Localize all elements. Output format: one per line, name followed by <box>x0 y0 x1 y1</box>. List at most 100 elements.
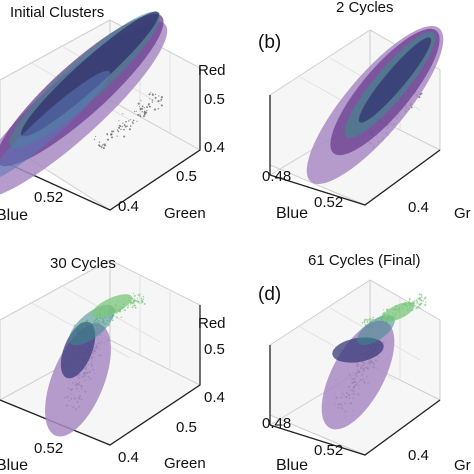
data-point <box>93 138 96 141</box>
panel-b-x-label: Blue <box>276 205 308 222</box>
data-point <box>99 145 101 147</box>
data-point <box>361 322 364 324</box>
data-point <box>149 105 151 108</box>
data-point <box>133 292 135 295</box>
data-point <box>136 297 139 299</box>
panel-a-y-tick-1: 0.5 <box>176 168 197 185</box>
data-point <box>137 301 140 304</box>
data-point <box>146 106 149 108</box>
data-point <box>149 98 151 100</box>
data-point <box>111 136 113 139</box>
panel-b-label: (b) <box>258 32 281 53</box>
data-point <box>420 294 422 296</box>
data-point <box>151 93 154 95</box>
data-point <box>419 299 423 302</box>
panel-c-z-label: Red <box>198 315 226 332</box>
data-point <box>154 96 157 99</box>
panel-a: Initial Clusters Red 0.5 0.4 0.5 0.4 Gre… <box>0 4 226 224</box>
data-point <box>128 120 130 122</box>
panel-c-y-label: Green <box>164 455 206 472</box>
data-point <box>136 120 138 122</box>
data-point <box>103 143 105 145</box>
panel-a-x-label: Blue <box>0 207 28 224</box>
data-point <box>132 301 134 304</box>
panel-c-x-tick-1: 0.52 <box>34 440 63 457</box>
data-point <box>418 303 421 306</box>
data-point <box>408 297 411 300</box>
data-point <box>158 95 160 97</box>
data-point <box>134 110 136 113</box>
panel-c-y-tick-1: 0.5 <box>176 419 197 436</box>
data-point <box>142 298 145 301</box>
data-point <box>139 295 141 297</box>
data-point <box>368 318 371 321</box>
data-point <box>424 301 427 303</box>
panel-d-title: 61 Cycles (Final) <box>308 252 421 269</box>
panel-a-y-tick-2: 0.4 <box>118 198 139 215</box>
data-point <box>363 321 365 323</box>
data-point <box>412 301 414 303</box>
data-point <box>125 120 127 123</box>
data-point <box>137 102 140 105</box>
data-point <box>414 300 416 302</box>
data-point <box>159 100 161 102</box>
data-point <box>417 305 420 308</box>
data-point <box>120 128 122 131</box>
data-point <box>154 93 157 96</box>
data-point <box>116 135 118 137</box>
panel-c-z-tick-2: 0.4 <box>204 389 225 406</box>
data-point <box>138 105 140 107</box>
data-point <box>116 129 119 131</box>
panel-c-ellipsoids <box>45 294 133 437</box>
data-point <box>102 146 105 150</box>
data-point <box>416 302 418 304</box>
data-point <box>145 111 148 114</box>
data-point <box>141 300 144 303</box>
data-point <box>101 146 103 148</box>
data-point <box>367 321 369 323</box>
data-point <box>123 128 125 131</box>
data-point <box>131 306 134 309</box>
data-point <box>415 307 418 310</box>
panel-a-outer-edges <box>0 68 201 211</box>
panel-d-ellipsoid-3 <box>357 314 395 346</box>
data-point <box>418 293 421 296</box>
data-point <box>110 133 113 136</box>
data-point <box>139 293 141 295</box>
panel-d-y-tick-1: 0.4 <box>408 447 429 464</box>
panel-c-title: 30 Cycles <box>50 255 116 272</box>
data-point <box>123 124 126 127</box>
data-point <box>150 91 152 93</box>
data-point <box>415 299 418 302</box>
panel-d-ellipsoid-4 <box>381 302 415 322</box>
panel-b-x-tick-1: 0.48 <box>262 168 291 185</box>
data-point <box>366 318 369 321</box>
data-point <box>382 313 384 315</box>
data-point <box>157 108 160 110</box>
data-point <box>119 310 122 313</box>
panel-b-y-label: Gr <box>454 205 471 222</box>
data-point <box>416 303 418 305</box>
data-point <box>106 133 109 135</box>
panel-d-x-label: Blue <box>276 457 308 474</box>
data-point <box>129 303 132 305</box>
data-point <box>118 126 121 129</box>
data-point <box>418 299 421 301</box>
data-point <box>383 309 385 311</box>
data-point <box>129 125 132 127</box>
data-point <box>160 96 163 99</box>
data-point <box>117 130 120 133</box>
data-point <box>372 316 375 319</box>
data-point <box>141 110 144 113</box>
data-point <box>142 115 146 118</box>
panel-b-outer-edges <box>269 95 441 206</box>
data-point <box>140 100 142 102</box>
data-point <box>142 295 145 298</box>
panel-b-x-tick-2: 0.52 <box>314 194 343 211</box>
panel-b-ellipsoid-4 <box>358 37 432 123</box>
data-point <box>106 138 110 141</box>
panel-a-z-label: Red <box>198 62 226 79</box>
data-point <box>146 109 148 112</box>
data-point <box>132 304 134 307</box>
data-point <box>140 297 143 300</box>
